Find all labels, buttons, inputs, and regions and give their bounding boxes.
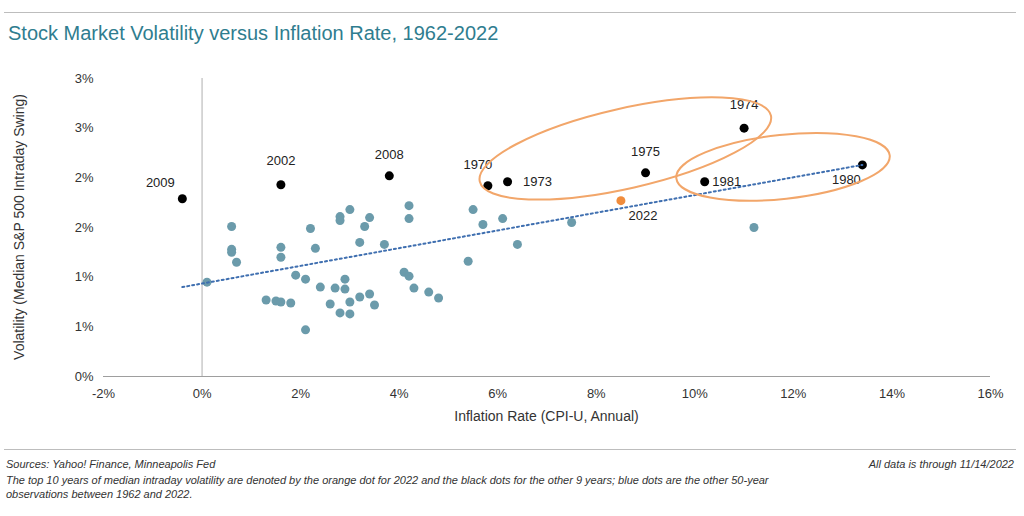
svg-text:12%: 12% [780, 386, 806, 401]
svg-text:2%: 2% [75, 220, 94, 235]
svg-text:2002: 2002 [266, 153, 295, 168]
svg-text:6%: 6% [488, 386, 507, 401]
svg-text:0%: 0% [75, 369, 94, 384]
svg-text:3%: 3% [75, 71, 94, 86]
svg-text:2009: 2009 [146, 175, 175, 190]
html-text:The top 10 years of median int: The top 10 years of median intraday vola… [6, 474, 769, 500]
svg-text:1%: 1% [75, 269, 94, 284]
svg-text:16%: 16% [977, 386, 1003, 401]
svg-text:1970: 1970 [463, 156, 493, 172]
svg-text:Volatility (Median S&P 500 Int: Volatility (Median S&P 500 Intraday Swin… [11, 94, 27, 360]
svg-text:2022: 2022 [628, 208, 657, 223]
svg-text:8%: 8% [587, 386, 606, 401]
svg-text:14%: 14% [879, 386, 905, 401]
svg-text:3%: 3% [75, 120, 94, 135]
svg-text:1980: 1980 [832, 172, 861, 187]
svg-text:1981: 1981 [712, 174, 741, 189]
svg-text:2008: 2008 [375, 147, 404, 162]
svg-text:2%: 2% [75, 170, 94, 185]
svg-text:-2%: -2% [92, 386, 116, 401]
svg-text:10%: 10% [682, 386, 708, 401]
svg-text:4%: 4% [390, 386, 409, 401]
svg-text:0%: 0% [193, 386, 212, 401]
svg-text:1974: 1974 [729, 97, 759, 113]
html-text:All data is through 11/14/2022: All data is through 11/14/2022 [868, 458, 1014, 470]
svg-text:Inflation Rate (CPI-U, Annual): Inflation Rate (CPI-U, Annual) [454, 408, 638, 424]
svg-text:1975: 1975 [631, 144, 660, 159]
svg-text:1%: 1% [75, 319, 94, 334]
html-text:Stock Market Volatility versus: Stock Market Volatility versus Inflation… [8, 22, 499, 44]
html-text:Sources: Yahoo! Finance, Minne: Sources: Yahoo! Finance, Minneapolis Fed [6, 458, 216, 470]
svg-text:1973: 1973 [523, 174, 552, 189]
svg-text:2%: 2% [291, 386, 310, 401]
